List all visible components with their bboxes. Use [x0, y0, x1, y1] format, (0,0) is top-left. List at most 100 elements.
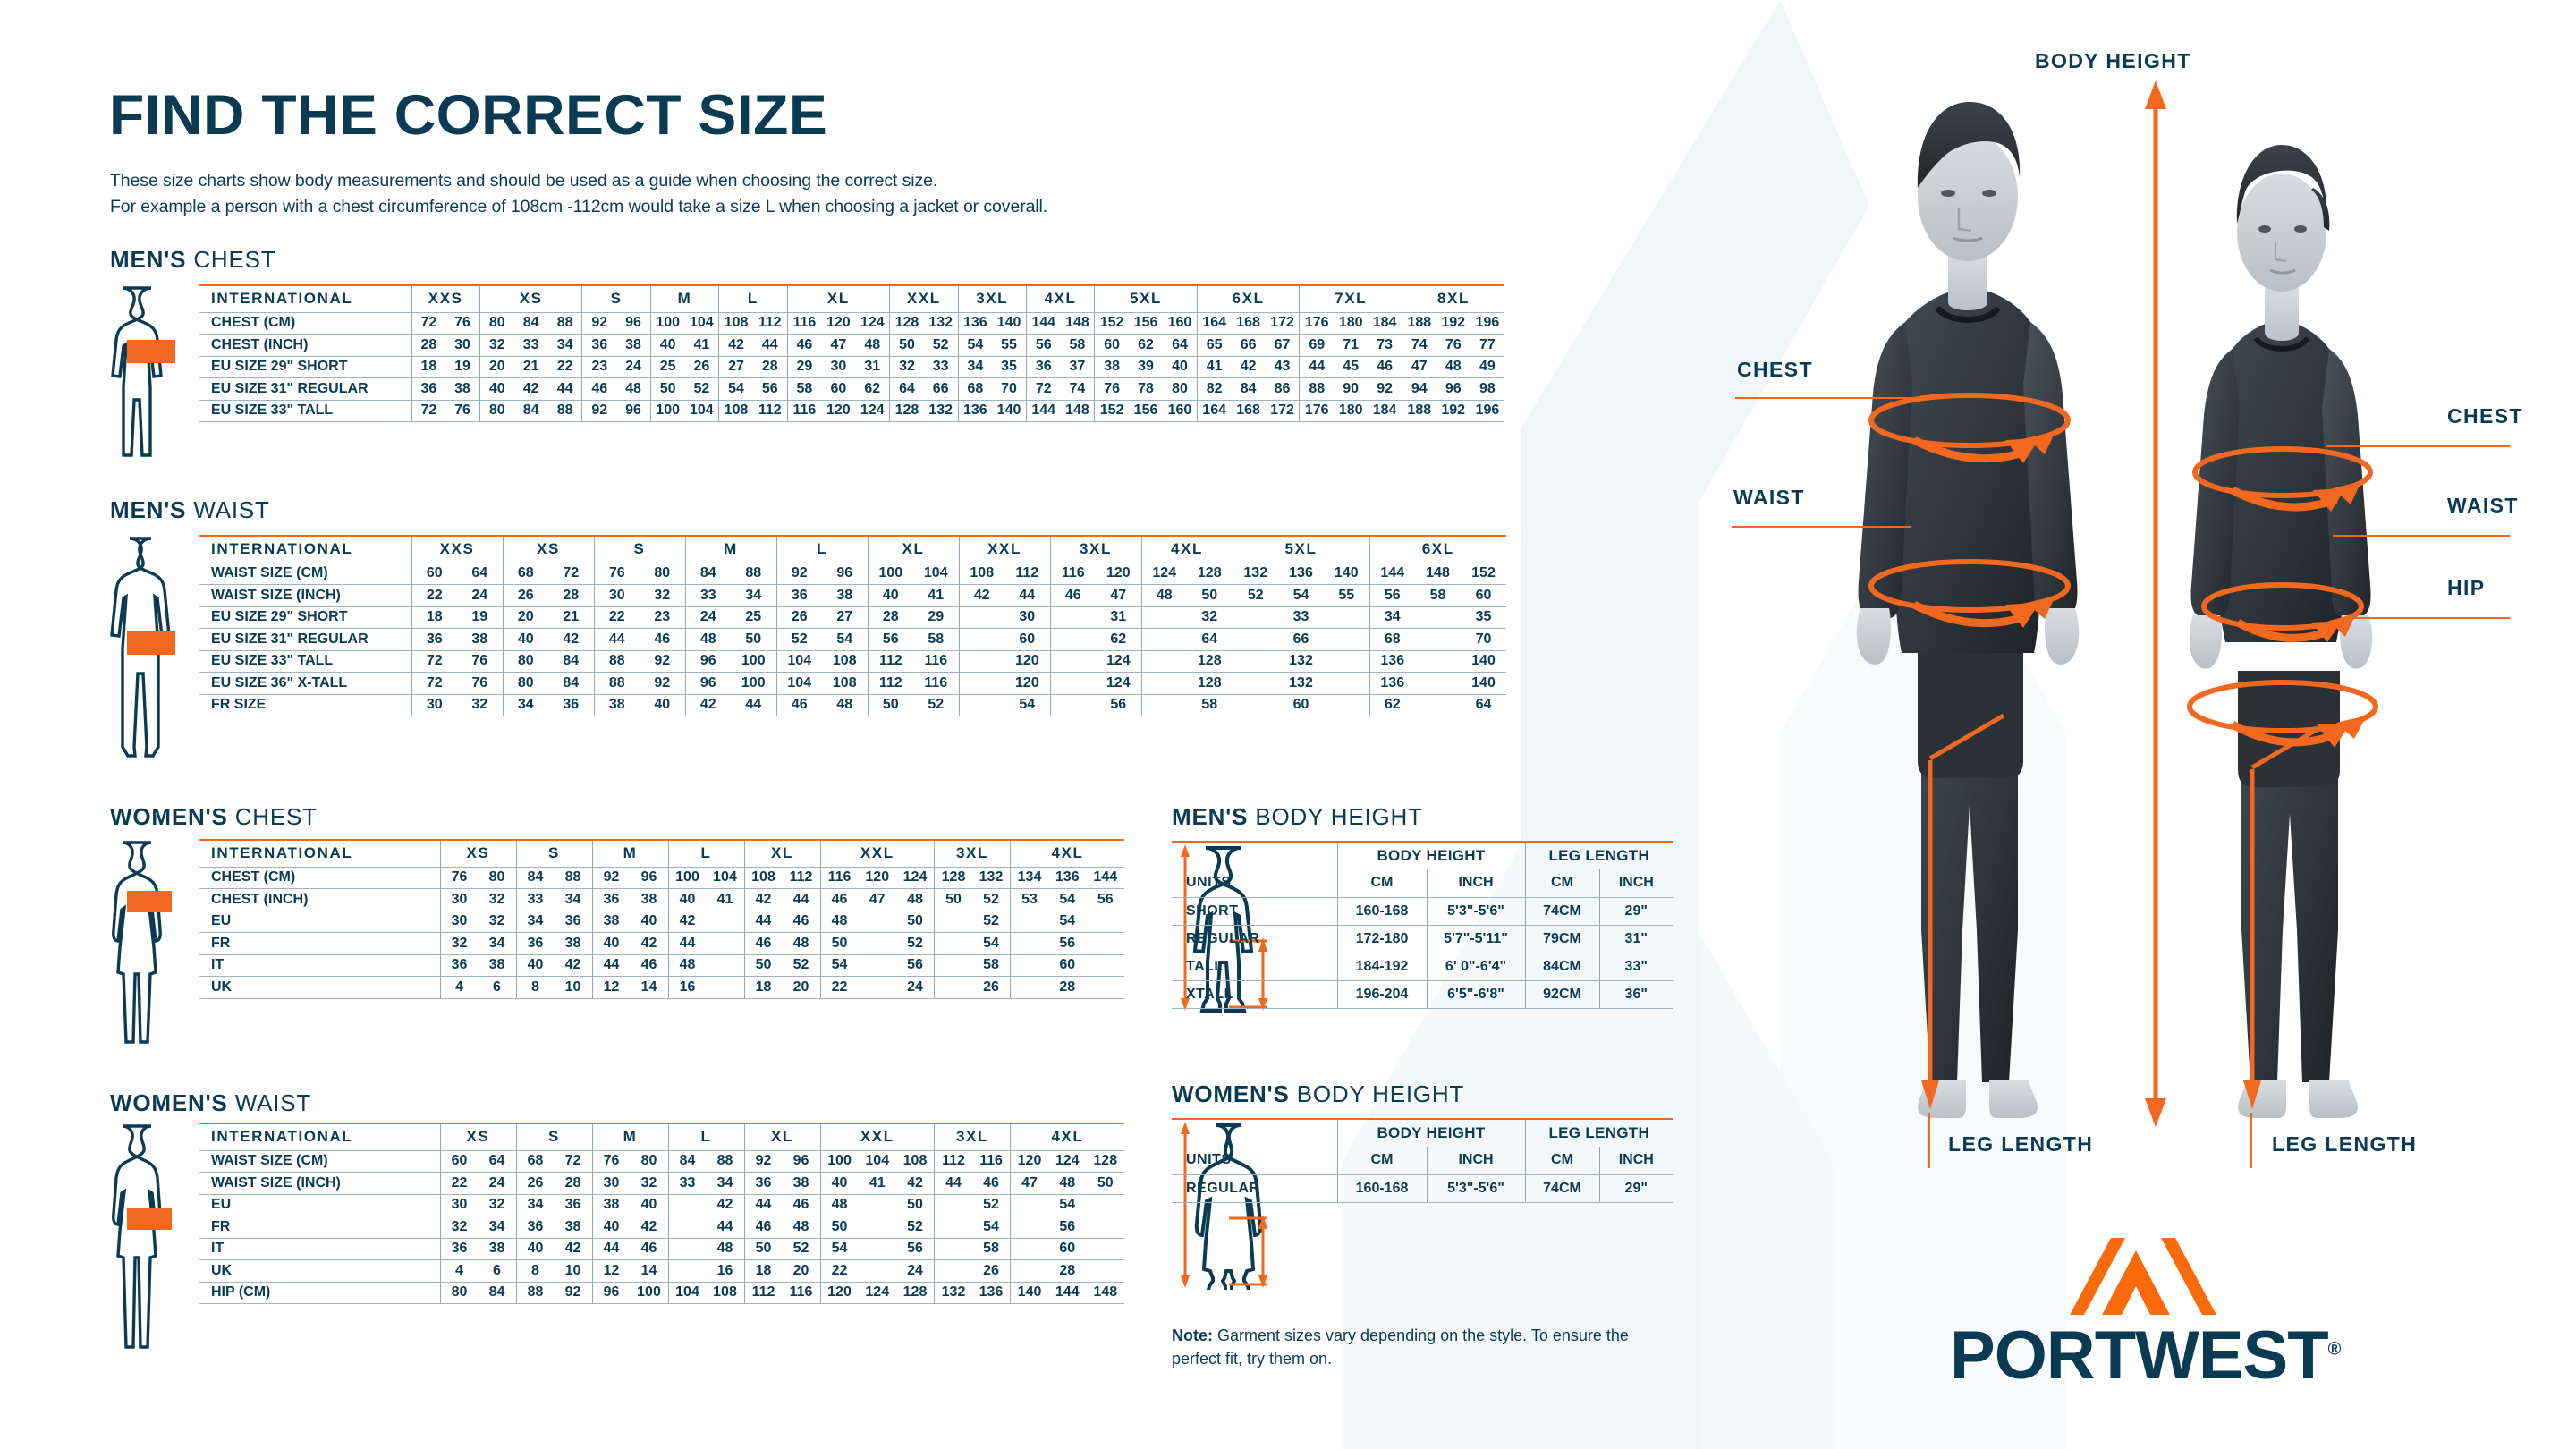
- cell: [1010, 932, 1048, 955]
- cell: 104: [667, 1282, 707, 1304]
- cell: 23: [581, 356, 617, 378]
- female-chest-ellipse: [2192, 446, 2373, 498]
- row-label: UK: [199, 1259, 440, 1283]
- cell: 24: [896, 976, 935, 999]
- cell: 56: [752, 377, 788, 401]
- cell: 184: [1368, 312, 1402, 335]
- cell: 92: [581, 400, 617, 422]
- cell: 104: [775, 650, 822, 673]
- row-label: EU SIZE 36" X-TALL: [199, 672, 411, 695]
- cell: [934, 1238, 972, 1260]
- cell: 56: [1096, 694, 1141, 716]
- cell: 128: [889, 312, 924, 335]
- cell: 36: [554, 911, 592, 933]
- cell: [667, 1238, 707, 1260]
- cell: 148: [1060, 312, 1095, 335]
- table-mens-waist-wrap: INTERNATIONAL XXS XS S M L XL XXL 3XL 4XL 5XL 6XL W…: [199, 535, 1506, 716]
- cell: [958, 672, 1004, 695]
- cell: 76: [591, 1150, 631, 1173]
- cell: 46: [640, 628, 685, 651]
- cell: 44: [1299, 356, 1335, 378]
- cell: 82: [1196, 377, 1232, 401]
- row-label: CHEST (INCH): [199, 888, 440, 911]
- cell: 62: [1096, 628, 1141, 651]
- cell: 116: [1049, 563, 1096, 585]
- cell: 24: [684, 606, 731, 629]
- cell: 44: [752, 334, 788, 357]
- subtitle-line-2: For example a person with a chest circum…: [110, 196, 1048, 216]
- cell: [934, 1216, 972, 1239]
- size-group-m: M: [591, 1123, 668, 1151]
- mens-chest-head: INTERNATIONAL XXS XS S M L XL XXL 3XL 4XL 5XL 6XL 7X…: [199, 284, 1504, 313]
- cell: [1415, 628, 1461, 651]
- cell: 50: [889, 334, 924, 357]
- leader-female-waist: [2333, 535, 2510, 538]
- cell: 40: [591, 932, 631, 955]
- cell: 54: [1048, 911, 1087, 933]
- row-label: FR: [199, 932, 440, 955]
- size-group-xxs: XXS: [411, 284, 480, 313]
- cell: 128: [889, 400, 924, 422]
- cell: 50: [934, 888, 972, 911]
- cell: 30: [439, 1194, 479, 1216]
- cell: 92: [554, 1282, 592, 1304]
- cell: 48: [1140, 584, 1187, 607]
- cell: 196-204: [1336, 980, 1427, 1009]
- cell: 86: [1265, 377, 1300, 401]
- cell: 64: [1163, 334, 1198, 357]
- leader-female-hip: [2345, 617, 2510, 620]
- cell: 128: [934, 867, 972, 889]
- cell: 56: [1025, 334, 1061, 357]
- cell: 54: [819, 1238, 859, 1260]
- table-row: WAIST SIZE (CM) 60 64 68 72 76 80 84 88 92 96 100 10…: [199, 563, 1506, 585]
- cell: 32: [439, 932, 479, 955]
- row-label: EU SIZE 31" REGULAR: [199, 377, 411, 401]
- row-label: EU SIZE 29" SHORT: [199, 356, 411, 378]
- cell: 124: [858, 1282, 896, 1304]
- cell: 29": [1598, 897, 1673, 926]
- cell: 124: [855, 400, 890, 422]
- size-group-xs: XS: [439, 839, 516, 868]
- bh-empty-corner: [1172, 1118, 1337, 1147]
- cell: 132: [923, 312, 958, 335]
- cell: 47: [1401, 356, 1436, 378]
- cell: 18: [743, 976, 783, 999]
- cell: 33: [923, 356, 958, 378]
- cell: 52: [782, 1238, 820, 1260]
- cell: 12: [591, 976, 631, 999]
- cell: 36: [411, 628, 457, 651]
- cell: 44: [743, 1194, 783, 1216]
- section-title-bold: WOMEN'S: [110, 1089, 228, 1116]
- cell: 188: [1401, 312, 1436, 335]
- cell: 32: [640, 584, 685, 607]
- cell: 26: [515, 1172, 555, 1195]
- cell: 30: [1004, 606, 1050, 629]
- cell: 42: [630, 1216, 668, 1239]
- cell: [1010, 976, 1048, 999]
- cell: 140: [1461, 650, 1506, 673]
- cell: 19: [445, 356, 480, 378]
- portwest-wordmark: PORTWEST®: [1950, 1322, 2341, 1390]
- section-title-womens-body-height: WOMEN'S BODY HEIGHT: [1172, 1080, 1464, 1108]
- size-group-3xl: 3XL: [934, 839, 1011, 868]
- cell: 50: [896, 911, 935, 933]
- cell: 38: [593, 694, 640, 716]
- cell: 88: [731, 563, 776, 585]
- cell: 18: [743, 1259, 783, 1283]
- cell: 148: [1060, 400, 1095, 422]
- size-group-xl: XL: [743, 839, 820, 868]
- cell: [1324, 672, 1369, 695]
- bh-col-leg-cm: CM: [1524, 869, 1599, 898]
- cell: [1010, 1194, 1048, 1216]
- cell: 100: [731, 672, 776, 695]
- cell: 4: [439, 976, 479, 999]
- cell: 100: [630, 1282, 668, 1304]
- cell: 120: [1004, 650, 1050, 673]
- cell: 88: [593, 672, 640, 695]
- cell: 160-168: [1336, 1174, 1427, 1203]
- cell: 84: [667, 1150, 707, 1173]
- cell: 76: [1094, 377, 1129, 401]
- cell: 124: [1140, 563, 1187, 585]
- cell: 21: [513, 356, 548, 378]
- table-row: CHEST (INCH) 30 32 33 34 36 38 40 41 42 44 46 47 48 50…: [199, 888, 1124, 911]
